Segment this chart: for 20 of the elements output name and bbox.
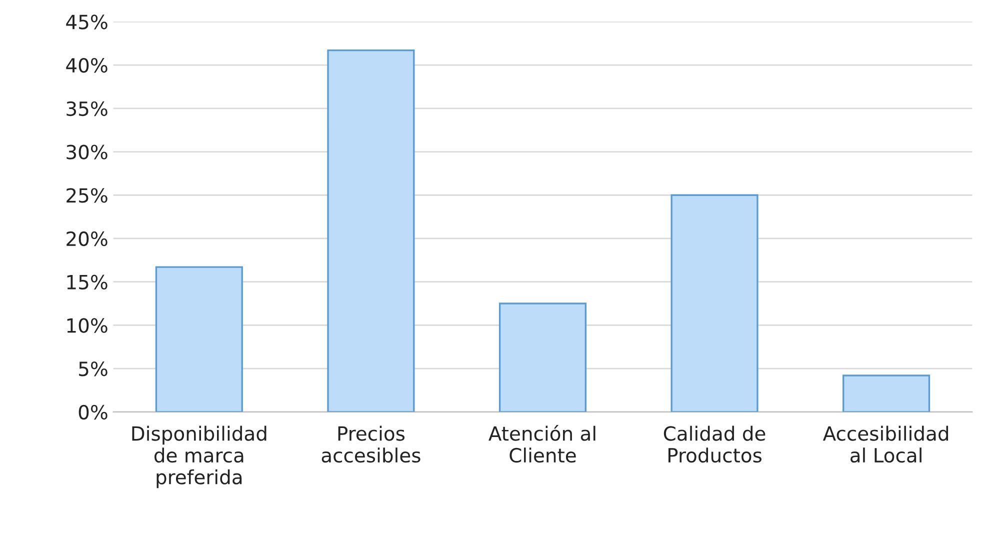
y-tick-label: 10% <box>67 318 108 333</box>
y-tick-label: 5% <box>79 362 108 376</box>
bar <box>670 194 758 412</box>
y-tick-label: 45% <box>66 14 108 30</box>
x-tick-label: Calidad de Productos <box>664 426 766 463</box>
y-tick-label: 35% <box>66 101 108 116</box>
y-tick-label: 0% <box>78 404 108 420</box>
y-tick-label: 40% <box>66 58 108 73</box>
bar <box>155 266 243 412</box>
y-tick-label: 25% <box>66 188 108 203</box>
x-tick-label: Disponibilidad de marca preferida <box>132 426 266 488</box>
x-tick-label: Precios accesibles <box>322 426 420 463</box>
bar <box>498 302 587 412</box>
bar <box>327 49 415 412</box>
x-tick-label: Accesibilidad al Local <box>822 426 948 463</box>
y-tick-label: 30% <box>66 144 108 160</box>
y-tick-label: 20% <box>66 231 108 246</box>
bar <box>842 374 930 412</box>
y-tick-label: 15% <box>67 274 108 290</box>
x-tick-label: Atención al Cliente <box>488 425 596 463</box>
